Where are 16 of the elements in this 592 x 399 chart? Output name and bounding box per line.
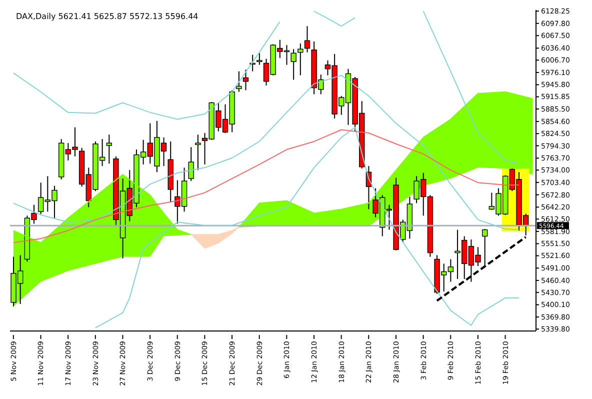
chart-title: DAX,Daily 5621.41 5625.87 5572.13 5596.44	[16, 12, 198, 21]
line-series	[12, 129, 520, 244]
candlestick	[242, 69, 249, 91]
candlestick	[106, 134, 112, 164]
line-series	[422, 10, 520, 164]
candlestick	[298, 42, 304, 76]
line-series	[12, 21, 280, 120]
candlestick	[304, 26, 310, 53]
candlestick	[256, 52, 262, 66]
candlestick	[290, 48, 296, 80]
line-series	[12, 74, 520, 230]
candlestick	[195, 134, 201, 171]
line-series	[94, 126, 520, 328]
line-series	[313, 10, 356, 27]
candlestick	[188, 146, 194, 182]
candlestick	[236, 70, 242, 92]
